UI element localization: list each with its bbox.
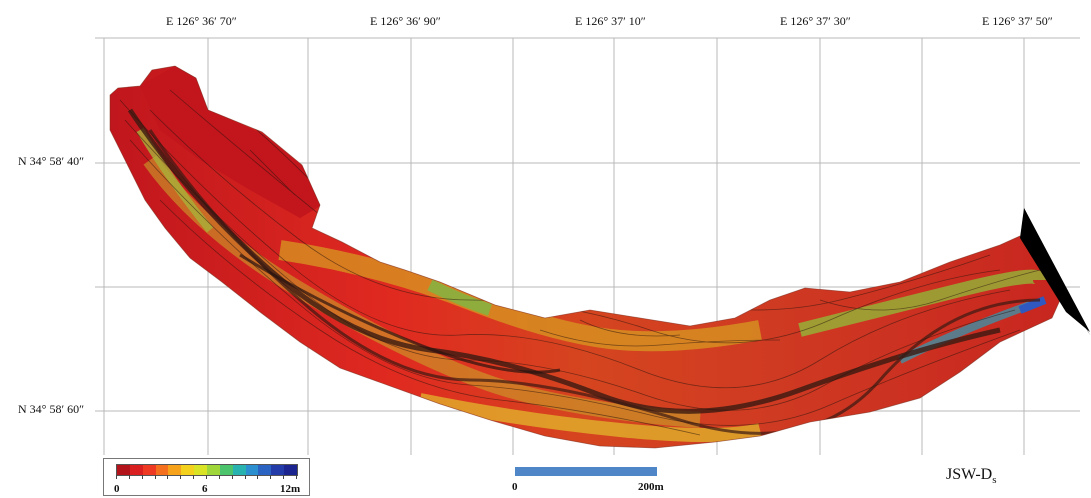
latitude-label-1: N 34° 58′ 40″ [18, 154, 85, 168]
ramp-tick [270, 475, 272, 479]
river-channel-surface [109, 65, 1061, 449]
ramp-swatch [168, 465, 182, 475]
longitude-label-5: E 126° 37′ 50″ [982, 14, 1053, 28]
ramp-swatch [207, 465, 220, 475]
ramp-tick [193, 475, 195, 479]
ramp-swatch [129, 465, 143, 475]
depth-legend: 0 6 12m [103, 458, 310, 496]
ramp-tick [296, 475, 297, 479]
ramp-tick [257, 475, 259, 479]
legend-min-label: 0 [114, 483, 120, 495]
ramp-swatch [245, 465, 259, 475]
ramp-tick [283, 475, 285, 479]
longitude-label-3: E 126° 37′ 10″ [575, 14, 646, 28]
depth-color-ramp [116, 464, 298, 476]
ramp-tick [244, 475, 246, 479]
ramp-tick [167, 475, 169, 479]
scale-end-label: 200m [638, 481, 664, 493]
ramp-tick [180, 475, 182, 479]
scale-start-label: 0 [512, 481, 518, 493]
ramp-tick [116, 475, 117, 479]
legend-max-label: 12m [280, 483, 301, 495]
ramp-tick [206, 475, 207, 479]
ramp-tick [141, 475, 143, 479]
longitude-label-4: E 126° 37′ 30″ [780, 14, 851, 28]
ramp-swatch [155, 465, 169, 475]
map-title-subscript: s [992, 474, 997, 487]
ramp-swatch [284, 465, 298, 475]
map-title-main: JSW-D [946, 466, 993, 483]
scale-bar [515, 467, 657, 476]
ramp-tick [154, 475, 156, 479]
ramp-tick [218, 475, 220, 479]
longitude-label-1: E 126° 36′ 70″ [166, 14, 237, 28]
ramp-swatch [117, 465, 130, 475]
ramp-swatch [181, 465, 195, 475]
ramp-swatch [219, 465, 233, 475]
legend-mid-label: 6 [202, 483, 208, 495]
ramp-swatch [142, 465, 156, 475]
longitude-label-2: E 126° 36′ 90″ [370, 14, 441, 28]
ramp-swatch [232, 465, 246, 475]
map-title: JSW-Ds [946, 466, 997, 486]
ramp-swatch [194, 465, 208, 475]
ramp-swatch [271, 465, 285, 475]
latitude-label-2: N 34° 58′ 60″ [18, 402, 85, 416]
ramp-swatch [258, 465, 272, 475]
ramp-tick [128, 475, 130, 479]
ramp-tick [231, 475, 233, 479]
depth-ramp-ticks [116, 475, 297, 479]
